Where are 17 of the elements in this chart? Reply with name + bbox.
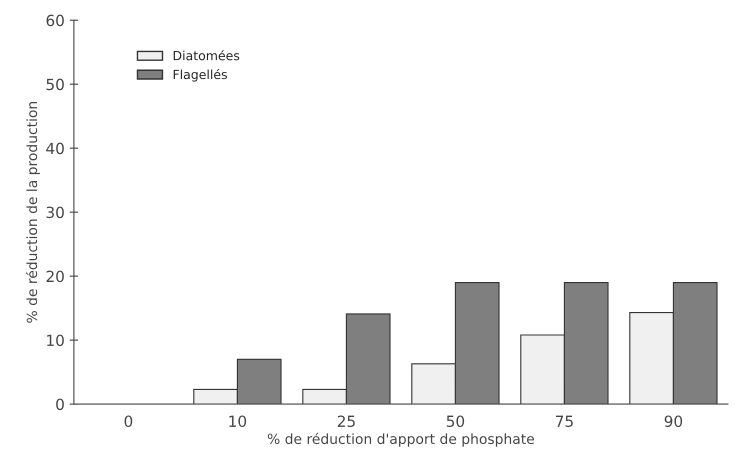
y-tick-label: 20 <box>46 270 64 282</box>
legend-label: Flagellés <box>174 68 227 82</box>
x-tick-label: 50 <box>446 415 464 428</box>
y-axis-title: % de réduction de la production <box>26 102 40 323</box>
y-tick-label: 10 <box>47 334 64 346</box>
y-tick-label: 30 <box>46 206 64 218</box>
x-tick-label: 25 <box>338 415 355 428</box>
x-axis-title: % de réduction d'apport de phosphate <box>268 432 534 447</box>
x-tick-label: 75 <box>556 416 573 428</box>
x-tick-label: 10 <box>229 415 246 428</box>
x-tick-label: 90 <box>664 415 682 428</box>
y-tick-label: 40 <box>46 142 64 154</box>
legend-label: Diatomées <box>174 50 240 60</box>
x-tick-label: 0 <box>124 415 132 428</box>
y-tick-label: 50 <box>46 78 64 90</box>
y-tick-label: 0 <box>56 398 64 410</box>
y-tick-label: 60 <box>46 14 64 26</box>
